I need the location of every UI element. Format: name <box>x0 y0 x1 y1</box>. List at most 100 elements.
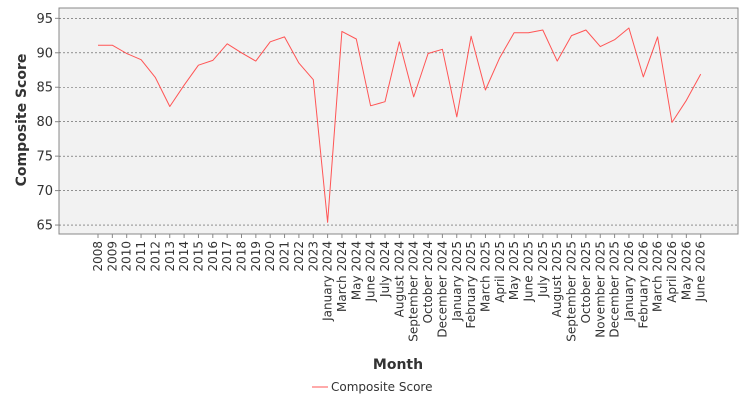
series-layer <box>96 26 702 224</box>
data-point <box>469 34 473 38</box>
data-point <box>627 26 631 30</box>
data-point <box>555 59 559 63</box>
y-tick-label: 65 <box>36 219 53 234</box>
x-tick-label: October 2025 <box>579 241 593 323</box>
y-axis-label: Composite Score <box>14 54 30 187</box>
x-tick-label: May 2025 <box>507 241 521 300</box>
x-axis-label: Month <box>373 357 423 373</box>
x-tick-label: October 2024 <box>421 241 435 323</box>
x-tick-label: June 2024 <box>364 241 378 303</box>
x-tick-label: September 2025 <box>565 241 579 342</box>
data-point <box>240 51 244 55</box>
x-tick-label: August 2025 <box>550 241 564 317</box>
x-tick-label: 2010 <box>120 241 134 272</box>
series-line <box>98 27 702 223</box>
x-tick-label: December 2024 <box>435 241 449 338</box>
data-point <box>139 58 143 62</box>
x-tick-label: November 2025 <box>593 241 607 338</box>
x-tick-label: 2021 <box>278 241 292 272</box>
x-tick-label: 2013 <box>163 241 177 272</box>
data-point <box>441 48 445 52</box>
data-point <box>168 105 172 109</box>
x-tick-label: 2014 <box>177 241 191 272</box>
x-tick-label: June 2026 <box>694 241 708 303</box>
data-point <box>197 63 201 67</box>
x-tick-label: May 2026 <box>679 241 693 300</box>
x-tick-label: September 2024 <box>407 241 421 342</box>
data-point <box>111 43 115 47</box>
y-tick-label: 70 <box>36 184 53 199</box>
y-tick-label: 80 <box>36 115 53 130</box>
data-point <box>340 30 344 34</box>
x-tick-label: 2016 <box>206 241 220 272</box>
data-point <box>283 35 287 39</box>
y-tick-label: 95 <box>36 12 53 27</box>
data-point <box>455 115 459 119</box>
data-point <box>355 37 359 41</box>
data-point <box>297 61 301 65</box>
x-tick-label: August 2024 <box>392 241 406 317</box>
data-point <box>685 99 689 103</box>
legend: Composite Score <box>312 380 432 394</box>
x-tick-label: 2011 <box>134 241 148 272</box>
x-tick-label: May 2024 <box>349 241 363 300</box>
x-tick-label: April 2025 <box>493 241 507 303</box>
data-point <box>96 43 100 47</box>
data-point <box>598 45 602 49</box>
y-tick-label: 75 <box>36 150 53 165</box>
data-point <box>254 59 258 63</box>
x-tick-label: June 2025 <box>522 241 536 303</box>
data-point <box>326 220 330 224</box>
x-tick-label: 2018 <box>235 241 249 272</box>
data-point <box>512 31 516 35</box>
x-tick-label: 2023 <box>306 241 320 272</box>
data-point <box>369 104 373 108</box>
data-point <box>225 42 229 46</box>
x-tick-label: 2008 <box>91 241 105 272</box>
x-tick-label: February 2025 <box>464 241 478 329</box>
data-point <box>584 28 588 32</box>
data-point <box>398 40 402 44</box>
data-point <box>426 52 430 56</box>
x-tick-label: January 2025 <box>450 241 464 322</box>
data-point <box>484 88 488 92</box>
x-tick-label: 2019 <box>249 241 263 272</box>
y-tick-label: 85 <box>36 81 53 96</box>
x-tick-label: January 2026 <box>622 241 636 322</box>
data-point <box>656 35 660 39</box>
x-tick-label: 2009 <box>105 241 119 272</box>
x-tick-label: 2020 <box>263 241 277 272</box>
data-point <box>541 28 545 32</box>
grid-lines <box>59 18 738 226</box>
x-tick-label: July 2024 <box>378 241 392 298</box>
x-axis-ticks: 2008 2009 2010 2011 2012 2013 2014 2015 2016 2017… <box>91 234 708 342</box>
x-tick-label: 2012 <box>148 241 162 272</box>
data-point <box>570 34 574 38</box>
data-point <box>670 121 674 125</box>
x-tick-label: 2015 <box>191 241 205 272</box>
data-point <box>527 31 531 35</box>
data-point <box>642 75 646 79</box>
x-tick-label: 2017 <box>220 241 234 272</box>
data-point <box>125 52 129 56</box>
x-tick-label: March 2025 <box>478 241 492 312</box>
data-point <box>613 38 617 42</box>
x-tick-label: February 2026 <box>636 241 650 329</box>
y-axis-ticks: 65 70 75 80 85 90 95 <box>36 12 59 234</box>
x-tick-label: 2022 <box>292 241 306 272</box>
data-point <box>182 83 186 87</box>
y-tick-label: 90 <box>36 46 53 61</box>
x-tick-label: January 2024 <box>321 241 335 322</box>
data-point <box>383 100 387 104</box>
x-tick-label: April 2026 <box>665 241 679 303</box>
data-point <box>412 95 416 99</box>
data-point <box>154 76 158 80</box>
x-tick-label: March 2026 <box>651 241 665 312</box>
x-tick-label: July 2025 <box>536 241 550 298</box>
data-point <box>268 40 272 44</box>
x-tick-label: December 2025 <box>608 241 622 338</box>
legend-label: Composite Score <box>331 380 432 394</box>
data-point <box>311 78 315 82</box>
